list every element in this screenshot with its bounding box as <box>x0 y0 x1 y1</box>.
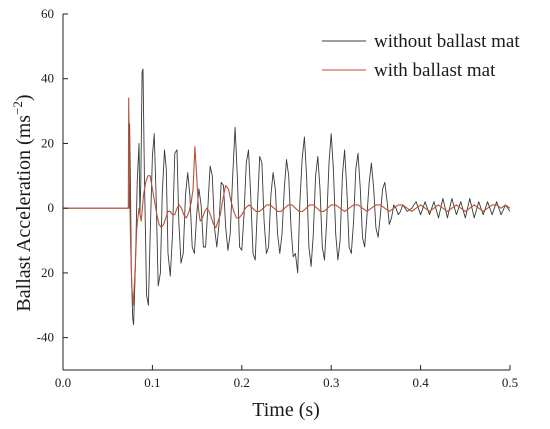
y-tick-label: 60 <box>41 6 54 21</box>
y-axis-title: Ballast Acceleration (ms−2) <box>10 94 35 311</box>
x-ticks: 0.0 0.1 0.2 0.3 0.4 0.5 <box>55 365 518 390</box>
x-tick-label: 0.1 <box>144 375 160 390</box>
x-tick-label: 0.0 <box>55 375 71 390</box>
plot-series <box>63 68 511 326</box>
y-tick-label: -40 <box>37 330 54 345</box>
x-tick-label: 0.5 <box>502 375 518 390</box>
axes: 60 40 20 0 20 -40 0.0 0.1 0.2 0.3 0.4 0.5 <box>37 6 518 390</box>
legend-label-with-ballast-mat: with ballast mat <box>374 60 496 81</box>
x-tick-label: 0.4 <box>412 375 429 390</box>
series-line-with-ballast-mat <box>63 97 511 306</box>
x-tick-label: 0.3 <box>323 375 339 390</box>
x-tick-label: 0.2 <box>234 375 250 390</box>
legend-label-without-ballast-mat: without ballast mat <box>374 31 520 52</box>
y-tick-label: 20 <box>41 135 54 150</box>
y-axis-title-main: Ballast Acceleration (ms <box>13 115 35 312</box>
y-axis-title-close: ) <box>13 94 35 101</box>
x-axis-title: Time (s) <box>252 399 320 421</box>
y-tick-label: 0 <box>48 200 55 215</box>
y-axis-title-superscript: −2 <box>10 101 25 115</box>
y-ticks: 60 40 20 0 20 -40 <box>37 6 68 345</box>
series-line-without-ballast-mat <box>63 68 511 326</box>
y-tick-label: 20 <box>41 265 54 280</box>
y-tick-label: 40 <box>41 71 54 86</box>
legend: without ballast mat with ballast mat <box>322 31 520 81</box>
